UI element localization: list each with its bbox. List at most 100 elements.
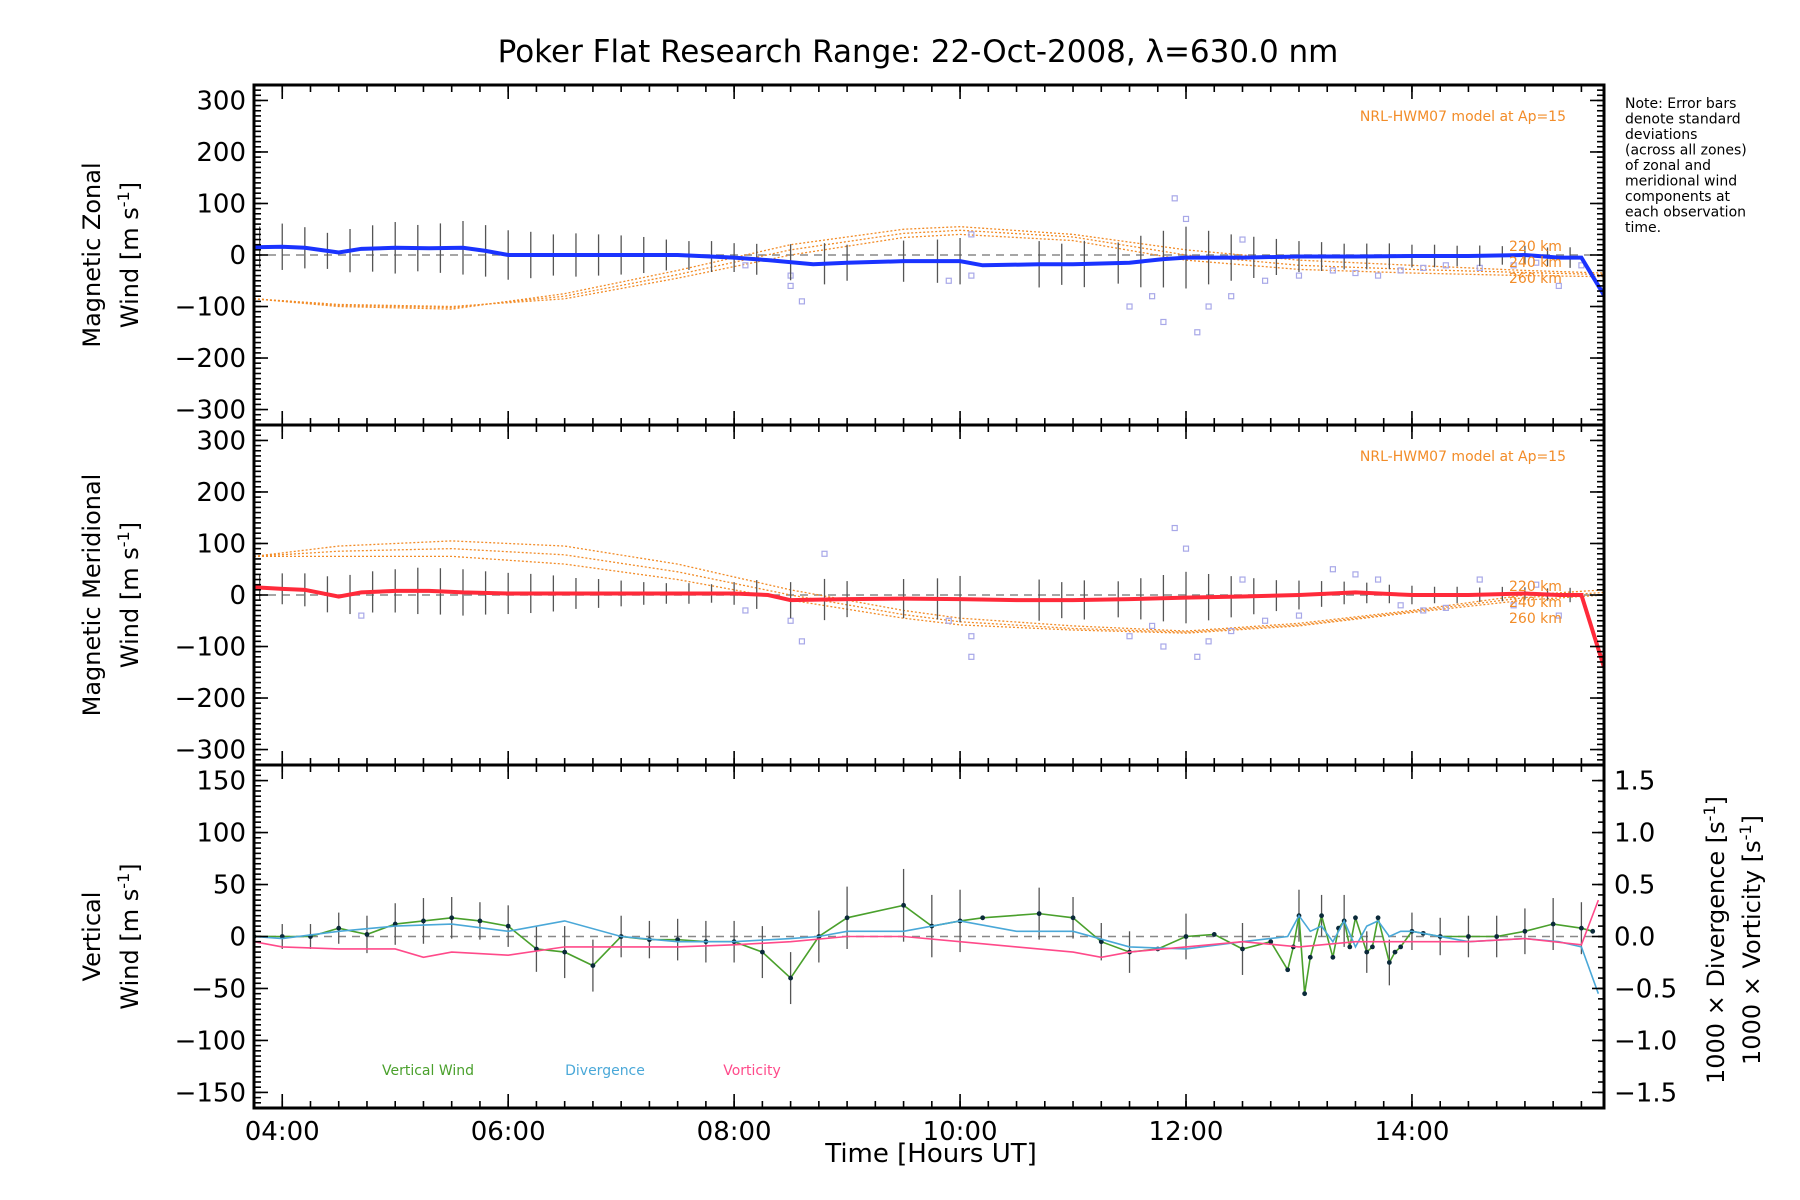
zone-point bbox=[1420, 607, 1427, 614]
zone-point bbox=[787, 282, 794, 290]
y-tick-label: −200 bbox=[175, 684, 246, 714]
zone-point bbox=[1510, 602, 1517, 609]
model-curve bbox=[254, 226, 1604, 310]
note-line: Note: Error bars bbox=[1625, 96, 1736, 112]
note-line: meridional wind bbox=[1625, 174, 1737, 190]
vertical-wind-point bbox=[1268, 939, 1274, 945]
vertical-wind-point bbox=[1330, 954, 1336, 960]
vertical-wind-point bbox=[1466, 934, 1471, 939]
model-label: NRL-HWM07 model at Ap=15 bbox=[1360, 109, 1566, 125]
panel-vertical: Vertical Wind Divergence Vorticity 1.5 1.0 0.… bbox=[78, 763, 1766, 1147]
zone-point bbox=[798, 638, 806, 645]
right-tick-label: −1.0 bbox=[1614, 1026, 1677, 1056]
vertical-wind-line bbox=[254, 904, 1593, 994]
vertical-wind-point bbox=[1036, 911, 1042, 917]
zone-point bbox=[1329, 566, 1336, 573]
vertical-wind-point bbox=[1392, 949, 1398, 955]
zone-point bbox=[1205, 638, 1212, 645]
vertical-wind-point bbox=[901, 902, 906, 908]
vertical-wind-point bbox=[1375, 915, 1381, 921]
vertical-wind-point bbox=[1522, 928, 1528, 934]
zone-point bbox=[1182, 215, 1190, 223]
y-tick-label: −100 bbox=[175, 633, 246, 663]
right-tick-label: 1.5 bbox=[1614, 767, 1655, 797]
y-tick-label: −100 bbox=[175, 293, 246, 323]
zone-point bbox=[1555, 282, 1562, 290]
zone-point bbox=[1397, 267, 1404, 274]
y-axis-label-line2: Wind [m s-1] bbox=[114, 522, 144, 668]
y-tick-label: 0 bbox=[229, 581, 246, 611]
vertical-wind-point bbox=[1347, 944, 1353, 950]
vertical-wind-point bbox=[980, 915, 986, 921]
y-tick-label: 100 bbox=[196, 819, 246, 849]
vorticity-line bbox=[254, 899, 1600, 959]
model-altitude-label: 260 km bbox=[1509, 271, 1562, 287]
vertical-wind-point bbox=[1319, 913, 1324, 919]
y-tick-label: 200 bbox=[196, 478, 246, 508]
zone-point bbox=[1194, 653, 1201, 660]
model-curve bbox=[254, 540, 1604, 632]
vertical-wind-point bbox=[1398, 944, 1404, 950]
zone-point bbox=[1171, 524, 1178, 532]
zone-point bbox=[1295, 612, 1303, 619]
vertical-wind-point bbox=[590, 963, 596, 969]
zone-point bbox=[968, 272, 975, 279]
y-axis-label-line1: Magnetic Meridional bbox=[78, 474, 106, 717]
note-line: (across all zones) bbox=[1625, 143, 1747, 159]
zone-point bbox=[1261, 617, 1269, 624]
zone-point bbox=[358, 612, 365, 619]
y-tick-label: −200 bbox=[175, 344, 246, 374]
y-tick-label: 150 bbox=[196, 767, 246, 797]
zone-point bbox=[1228, 293, 1235, 300]
zone-point bbox=[1533, 581, 1540, 588]
plot-area bbox=[254, 195, 1604, 336]
x-tick-label: 06:00 bbox=[471, 1117, 546, 1147]
zone-point bbox=[1205, 303, 1212, 310]
vertical-wind-point bbox=[1070, 915, 1076, 921]
note-line: components at bbox=[1625, 189, 1731, 205]
x-axis-label: Time [Hours UT] bbox=[824, 1139, 1037, 1169]
zone-point bbox=[1352, 571, 1359, 578]
legend-divergence: Divergence bbox=[565, 1063, 645, 1079]
vertical-wind-point bbox=[1285, 967, 1291, 973]
vertical-wind-point bbox=[1579, 925, 1584, 931]
y-tick-label: 0 bbox=[229, 923, 246, 953]
zone-point bbox=[1352, 269, 1359, 277]
y-axis-label-line1: Vertical bbox=[78, 892, 106, 982]
divergence-line bbox=[254, 914, 1600, 994]
right-tick-label: 0.5 bbox=[1614, 871, 1655, 901]
vertical-wind-point bbox=[1364, 949, 1370, 955]
model-curve bbox=[254, 555, 1604, 634]
zone-point bbox=[968, 231, 975, 238]
vertical-wind-point bbox=[1386, 960, 1392, 965]
y-axis-label-line1: Magnetic Zonal bbox=[78, 162, 106, 347]
note-line: deviations bbox=[1625, 127, 1697, 143]
zone-point bbox=[945, 617, 952, 624]
y2-axis-label-divergence: 1000 × Divergence [s-1] bbox=[1700, 796, 1730, 1084]
y-tick-label: −50 bbox=[191, 974, 246, 1004]
x-tick-label: 14:00 bbox=[1374, 1117, 1449, 1147]
vertical-wind-point bbox=[1590, 928, 1596, 934]
model-altitude-label: 260 km bbox=[1509, 611, 1562, 627]
x-tick-label: 12:00 bbox=[1149, 1117, 1224, 1147]
y-tick-label: 200 bbox=[196, 138, 246, 168]
zone-point bbox=[968, 633, 975, 640]
vertical-wind-point bbox=[1240, 946, 1245, 952]
vertical-wind-point bbox=[759, 949, 765, 955]
y-tick-label: 0 bbox=[229, 241, 246, 271]
zone-point bbox=[1329, 267, 1336, 274]
plot-area bbox=[254, 524, 1604, 668]
zone-point bbox=[787, 617, 794, 624]
zone-point bbox=[1533, 259, 1540, 266]
y-axis-label-line2: Wind [m s-1] bbox=[114, 863, 144, 1009]
right-tick-label: 0.0 bbox=[1614, 923, 1655, 953]
zone-point bbox=[1239, 576, 1246, 583]
y-tick-label: 100 bbox=[196, 529, 246, 559]
zone-point bbox=[1374, 272, 1382, 279]
right-tick-label: −0.5 bbox=[1614, 974, 1677, 1004]
y-tick-label: 50 bbox=[213, 871, 246, 901]
vertical-wind-point bbox=[1550, 921, 1556, 927]
